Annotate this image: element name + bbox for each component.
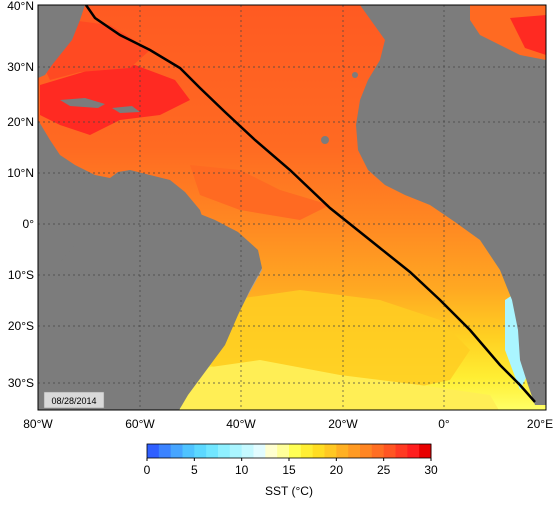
colorbar-cell <box>158 444 172 458</box>
island-hispaniola <box>112 106 140 113</box>
colorbar-cell <box>229 444 243 458</box>
map-frame <box>37 4 547 411</box>
colorbar-title: SST (°C) <box>265 484 313 498</box>
warm-patch-caribbean <box>40 65 190 135</box>
colorbar-tick-label: 25 <box>377 463 391 477</box>
colorbar-cell <box>170 444 183 458</box>
island-cuba <box>60 98 105 108</box>
cool-patch-far-south <box>180 360 499 410</box>
colorbar-cell <box>407 444 420 458</box>
colorbar-cell <box>253 444 266 458</box>
colorbar-cell <box>360 444 373 458</box>
land-north-america <box>38 5 85 78</box>
land-south-america <box>38 205 262 410</box>
colorbar-cell <box>348 444 361 458</box>
lon-axis-labels: 80°W 60°W 40°W 20°W 0° 20°E <box>23 417 553 431</box>
lat-label-0: 0° <box>23 217 35 231</box>
date-stamp: 08/28/2014 <box>43 391 105 409</box>
colorbar-cell <box>289 444 302 458</box>
lat-label-20s: 20°S <box>8 319 34 333</box>
lat-label-30s: 30°S <box>8 376 34 390</box>
lon-label-0: 0° <box>438 417 450 431</box>
colorbar-tick-label: 5 <box>191 463 198 477</box>
colorbar-cell <box>265 444 278 458</box>
colorbar-cell <box>383 444 396 458</box>
land-africa <box>356 5 546 405</box>
lon-label-80w: 80°W <box>23 417 53 431</box>
land-iberia <box>390 5 420 22</box>
colorbar-cell <box>277 444 290 458</box>
colorbar-cell <box>336 444 349 458</box>
date-label: 08/28/2014 <box>51 396 96 406</box>
island-cape-verde <box>321 136 329 144</box>
colorbar: 0 5 10 15 20 25 30 SST (°C) <box>144 443 438 498</box>
colorbar-cell <box>147 444 160 458</box>
lat-axis-labels: 40°N 30°N 20°N 10°N 0° 10°S 20°S 30°S <box>7 0 34 390</box>
lat-label-40n: 40°N <box>7 0 34 13</box>
colorbar-tick-label: 15 <box>282 463 296 477</box>
colorbar-cell <box>182 444 195 458</box>
colorbar-cell <box>395 444 408 458</box>
colorbar-cell <box>371 444 385 458</box>
colorbar-cell <box>241 444 254 458</box>
island-canary <box>352 72 358 78</box>
lat-label-20n: 20°N <box>7 115 34 129</box>
colorbar-cell <box>300 444 314 458</box>
colorbar-cell <box>194 444 207 458</box>
colorbar-cells <box>147 444 432 458</box>
colorbar-tick-label: 0 <box>144 463 151 477</box>
lon-label-60w: 60°W <box>125 417 155 431</box>
colorbar-cell <box>206 444 219 458</box>
colorbar-tick-label: 10 <box>235 463 249 477</box>
mediterranean-warm <box>510 15 546 55</box>
warm-patch-equatorial <box>190 165 330 220</box>
colorbar-cell <box>312 444 325 458</box>
lon-label-20e: 20°E <box>527 417 553 431</box>
colorbar-cell <box>324 444 337 458</box>
colorbar-cell <box>218 444 231 458</box>
colorbar-tick-label: 30 <box>424 463 438 477</box>
lat-label-10n: 10°N <box>7 166 34 180</box>
lat-label-30n: 30°N <box>7 60 34 74</box>
cruise-track-line <box>84 5 536 403</box>
colorbar-tick-label: 20 <box>330 463 344 477</box>
colorbar-cell <box>419 444 432 458</box>
map-panel <box>38 5 546 410</box>
colorbar-ticks: 0 5 10 15 20 25 30 <box>144 458 438 477</box>
lat-label-10s: 10°S <box>8 268 34 282</box>
lon-label-40w: 40°W <box>226 417 256 431</box>
lon-label-20w: 20°W <box>328 417 358 431</box>
